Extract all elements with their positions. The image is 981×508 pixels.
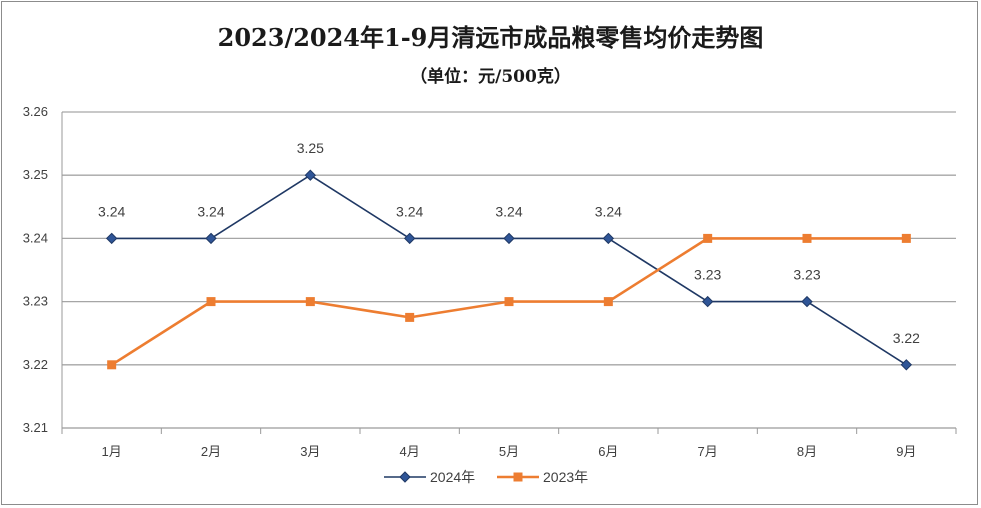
data-point-square <box>206 297 216 307</box>
data-point-square <box>603 297 613 307</box>
data-point-square <box>305 297 315 307</box>
x-tick-label: 2月 <box>201 444 221 459</box>
legend-marker-square <box>513 472 523 482</box>
data-point-square <box>802 233 812 243</box>
data-label: 3.25 <box>297 140 324 156</box>
x-tick-label: 9月 <box>896 444 916 459</box>
data-point-diamond <box>701 295 714 308</box>
x-tick-label: 6月 <box>598 444 618 459</box>
data-point-square <box>107 360 117 370</box>
x-tick-label: 7月 <box>698 444 718 459</box>
chart-subtitle: （单位：元/500克） <box>410 67 571 87</box>
data-point-diamond <box>304 169 317 181</box>
data-label: 3.24 <box>495 203 522 219</box>
data-label: 3.22 <box>893 330 920 346</box>
data-label: 3.23 <box>694 267 721 283</box>
legend-label: 2024年 <box>430 469 475 485</box>
data-point-square <box>901 233 911 243</box>
data-label: 3.24 <box>396 203 423 219</box>
data-label: 3.24 <box>595 203 622 219</box>
data-point-diamond <box>403 232 416 245</box>
data-point-diamond <box>801 295 813 308</box>
y-tick-label: 3.25 <box>23 167 48 182</box>
y-tick-label: 3.23 <box>23 294 48 309</box>
legend-marker-diamond <box>399 471 411 483</box>
data-label: 3.23 <box>793 267 820 283</box>
y-tick-label: 3.26 <box>23 104 48 119</box>
data-point-square <box>504 297 514 307</box>
data-point-square <box>703 233 713 243</box>
data-point-diamond <box>900 359 913 371</box>
y-tick-label: 3.22 <box>23 357 48 372</box>
data-point-square <box>405 312 415 322</box>
x-tick-label: 4月 <box>400 444 420 459</box>
x-tick-label: 3月 <box>300 444 320 459</box>
data-label: 3.24 <box>98 203 125 219</box>
x-tick-label: 5月 <box>499 444 519 459</box>
data-point-diamond <box>602 232 615 245</box>
y-tick-label: 3.24 <box>23 230 48 245</box>
data-point-diamond <box>503 232 515 245</box>
legend-label: 2023年 <box>543 469 588 485</box>
x-tick-label: 8月 <box>797 444 817 459</box>
chart-title: 2023/2024年1-9月清远市成品粮零售均价走势图 <box>217 23 764 52</box>
data-point-diamond <box>205 232 217 245</box>
data-point-diamond <box>105 232 118 245</box>
x-tick-label: 1月 <box>102 444 122 459</box>
y-tick-label: 3.21 <box>23 420 48 435</box>
data-label: 3.24 <box>197 203 224 219</box>
